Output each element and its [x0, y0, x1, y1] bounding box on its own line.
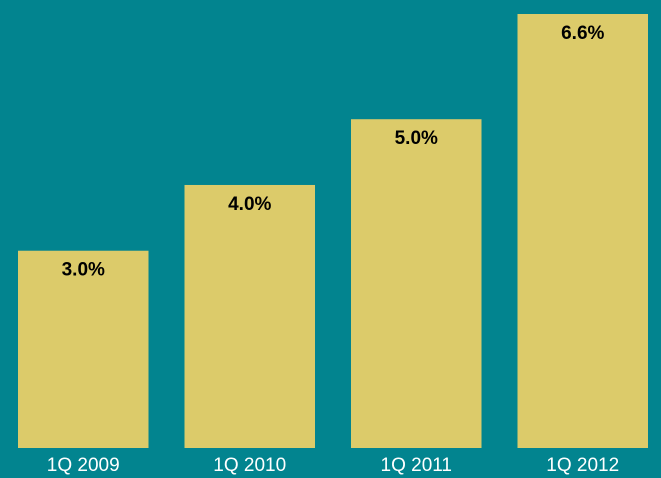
value-label: 4.0%	[228, 194, 271, 215]
x-tick-label: 1Q 2012	[546, 455, 619, 476]
x-tick-label: 1Q 2009	[47, 455, 120, 476]
value-label: 5.0%	[395, 128, 438, 149]
bar	[184, 184, 315, 448]
x-tick-label: 1Q 2011	[381, 455, 452, 476]
value-label: 6.6%	[561, 23, 604, 44]
bar	[517, 14, 648, 448]
bar	[18, 250, 149, 448]
x-tick-label: 1Q 2010	[213, 455, 286, 476]
bar	[351, 119, 482, 448]
value-label: 3.0%	[62, 260, 105, 281]
